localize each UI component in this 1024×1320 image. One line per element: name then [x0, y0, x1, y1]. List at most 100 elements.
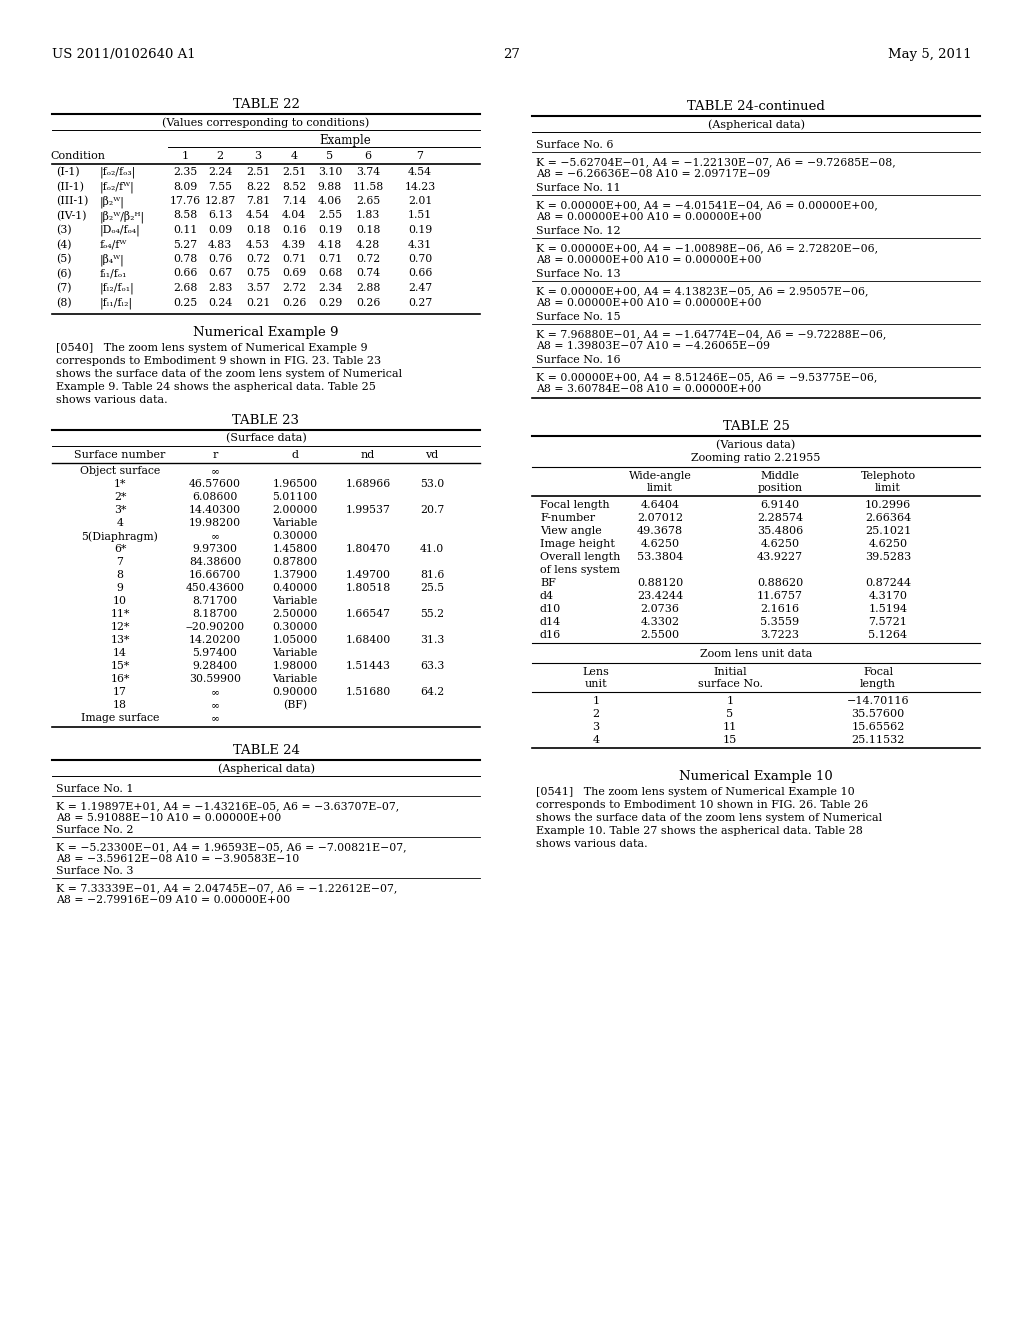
Text: 1*: 1*: [114, 479, 126, 488]
Text: 5.01100: 5.01100: [272, 492, 317, 502]
Text: 9.97300: 9.97300: [193, 544, 238, 554]
Text: of lens system: of lens system: [540, 565, 621, 576]
Text: 12*: 12*: [111, 622, 130, 632]
Text: 64.2: 64.2: [420, 686, 444, 697]
Text: Surface No. 15: Surface No. 15: [536, 312, 621, 322]
Text: 0.30000: 0.30000: [272, 531, 317, 541]
Text: 4.04: 4.04: [282, 210, 306, 220]
Text: 1.98000: 1.98000: [272, 661, 317, 671]
Text: (Aspherical data): (Aspherical data): [708, 119, 805, 129]
Text: 1: 1: [593, 696, 600, 706]
Text: Surface No. 1: Surface No. 1: [56, 784, 133, 795]
Text: 0.19: 0.19: [408, 224, 432, 235]
Text: (7): (7): [56, 282, 72, 293]
Text: 1.49700: 1.49700: [345, 570, 390, 579]
Text: 1.68400: 1.68400: [345, 635, 390, 645]
Text: 4.18: 4.18: [317, 239, 342, 249]
Text: 5: 5: [327, 150, 334, 161]
Text: 8: 8: [117, 570, 124, 579]
Text: 2.24: 2.24: [208, 168, 232, 177]
Text: (III-1): (III-1): [56, 195, 88, 206]
Text: 35.57600: 35.57600: [851, 709, 904, 719]
Text: 0.21: 0.21: [246, 297, 270, 308]
Text: ‒20.90200: ‒20.90200: [185, 622, 245, 632]
Text: Numerical Example 10: Numerical Example 10: [679, 770, 833, 783]
Text: 53.0: 53.0: [420, 479, 444, 488]
Text: A8 = −6.26636E−08 A10 = 2.09717E−09: A8 = −6.26636E−08 A10 = 2.09717E−09: [536, 169, 770, 180]
Text: 1.99537: 1.99537: [345, 506, 390, 515]
Text: 1.80470: 1.80470: [345, 544, 390, 554]
Text: 0.29: 0.29: [317, 297, 342, 308]
Text: 0.19: 0.19: [317, 224, 342, 235]
Text: 1.51: 1.51: [408, 210, 432, 220]
Text: 2.01: 2.01: [408, 195, 432, 206]
Text: TABLE 23: TABLE 23: [232, 414, 299, 426]
Text: 4.6250: 4.6250: [640, 539, 680, 549]
Text: 43.9227: 43.9227: [757, 552, 803, 562]
Text: K = 0.00000E+00, A4 = 8.51246E−05, A6 = −9.53775E−06,: K = 0.00000E+00, A4 = 8.51246E−05, A6 = …: [536, 372, 878, 381]
Text: A8 = 5.91088E−10 A10 = 0.00000E+00: A8 = 5.91088E−10 A10 = 0.00000E+00: [56, 813, 282, 822]
Text: 450.43600: 450.43600: [185, 583, 245, 593]
Text: Telephoto: Telephoto: [860, 471, 915, 480]
Text: Image height: Image height: [540, 539, 614, 549]
Text: 15.65562: 15.65562: [851, 722, 904, 733]
Text: 2.68: 2.68: [173, 282, 198, 293]
Text: limit: limit: [876, 483, 901, 492]
Text: 2.0736: 2.0736: [640, 605, 680, 614]
Text: shows the surface data of the zoom lens system of Numerical: shows the surface data of the zoom lens …: [56, 370, 402, 379]
Text: 2.1616: 2.1616: [761, 605, 800, 614]
Text: 0.76: 0.76: [208, 253, 232, 264]
Text: K = 1.19897E+01, A4 = −1.43216E–05, A6 = −3.63707E–07,: K = 1.19897E+01, A4 = −1.43216E–05, A6 =…: [56, 801, 399, 810]
Text: 0.24: 0.24: [208, 297, 232, 308]
Text: 2.72: 2.72: [282, 282, 306, 293]
Text: 3: 3: [254, 150, 261, 161]
Text: 0.40000: 0.40000: [272, 583, 317, 593]
Text: 9.28400: 9.28400: [193, 661, 238, 671]
Text: length: length: [860, 678, 896, 689]
Text: 4: 4: [291, 150, 298, 161]
Text: 4.54: 4.54: [408, 168, 432, 177]
Text: 7.5721: 7.5721: [868, 616, 907, 627]
Text: −14.70116: −14.70116: [847, 696, 909, 706]
Text: 0.88620: 0.88620: [757, 578, 803, 587]
Text: 13*: 13*: [111, 635, 130, 645]
Text: 0.90000: 0.90000: [272, 686, 317, 697]
Text: 8.18700: 8.18700: [193, 609, 238, 619]
Text: Zoom lens unit data: Zoom lens unit data: [699, 649, 812, 659]
Text: 4.31: 4.31: [408, 239, 432, 249]
Text: Initial: Initial: [713, 667, 746, 677]
Text: 0.69: 0.69: [282, 268, 306, 279]
Text: |β₂ᵂ/β₂ᴴ|: |β₂ᵂ/β₂ᴴ|: [100, 210, 145, 223]
Text: |fₒ₂/fᵂ|: |fₒ₂/fᵂ|: [100, 181, 135, 193]
Text: 3: 3: [593, 722, 600, 733]
Text: fₗ₁/fₒ₁: fₗ₁/fₒ₁: [100, 268, 128, 279]
Text: 6.13: 6.13: [208, 210, 232, 220]
Text: 5: 5: [726, 709, 733, 719]
Text: 0.18: 0.18: [355, 224, 380, 235]
Text: 1: 1: [726, 696, 733, 706]
Text: 14.23: 14.23: [404, 181, 435, 191]
Text: 7: 7: [417, 150, 424, 161]
Text: 55.2: 55.2: [420, 609, 444, 619]
Text: Focal: Focal: [863, 667, 893, 677]
Text: 16*: 16*: [111, 675, 130, 684]
Text: 41.0: 41.0: [420, 544, 444, 554]
Text: K = 0.00000E+00, A4 = −1.00898E−06, A6 = 2.72820E−06,: K = 0.00000E+00, A4 = −1.00898E−06, A6 =…: [536, 243, 879, 253]
Text: K = 7.96880E−01, A4 = −1.64774E−04, A6 = −9.72288E−06,: K = 7.96880E−01, A4 = −1.64774E−04, A6 =…: [536, 329, 887, 339]
Text: 3.57: 3.57: [246, 282, 270, 293]
Text: |fₗ₂/fₒ₁|: |fₗ₂/fₒ₁|: [100, 282, 135, 294]
Text: 0.68: 0.68: [317, 268, 342, 279]
Text: 4.83: 4.83: [208, 239, 232, 249]
Text: 0.78: 0.78: [173, 253, 198, 264]
Text: 1.05000: 1.05000: [272, 635, 317, 645]
Text: 1: 1: [181, 150, 188, 161]
Text: 3*: 3*: [114, 506, 126, 515]
Text: Middle: Middle: [761, 471, 800, 480]
Text: 0.67: 0.67: [208, 268, 232, 279]
Text: 2.50000: 2.50000: [272, 609, 317, 619]
Text: 46.57600: 46.57600: [189, 479, 241, 488]
Text: A8 = 0.00000E+00 A10 = 0.00000E+00: A8 = 0.00000E+00 A10 = 0.00000E+00: [536, 213, 762, 222]
Text: |β₂ᵂ|: |β₂ᵂ|: [100, 195, 125, 209]
Text: (II-1): (II-1): [56, 181, 84, 191]
Text: 27: 27: [504, 48, 520, 61]
